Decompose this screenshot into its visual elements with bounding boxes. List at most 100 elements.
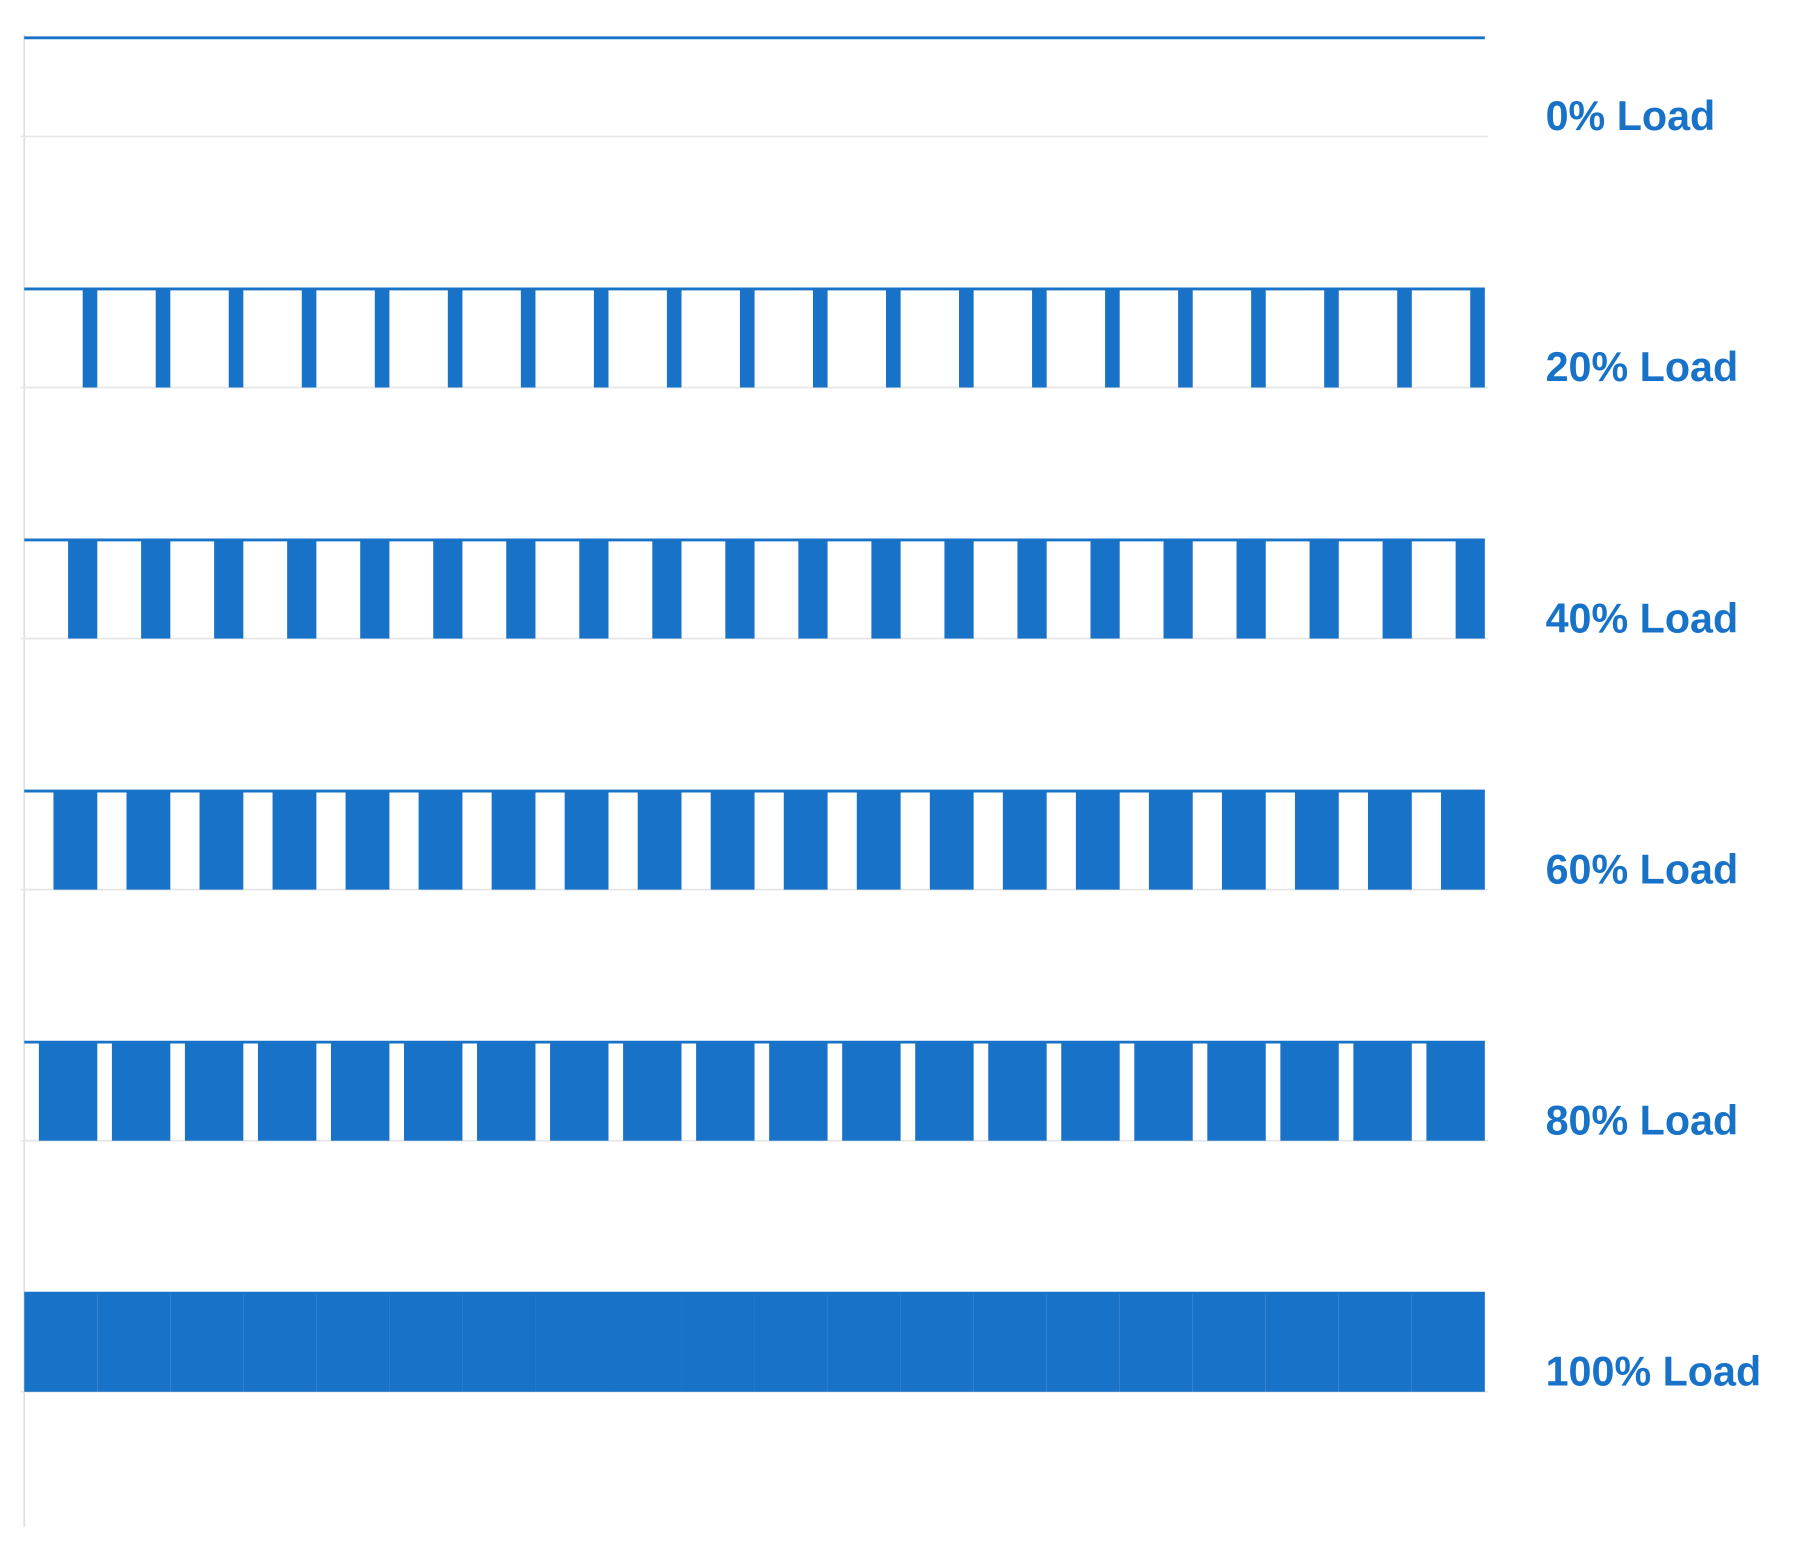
load-label: 100% Load	[1546, 1348, 1762, 1394]
pulse	[491, 791, 536, 890]
pulse	[68, 539, 98, 639]
pulse	[710, 791, 755, 890]
pulse	[666, 288, 682, 388]
pulse	[973, 1293, 1047, 1392]
pulse	[1090, 539, 1120, 639]
pulse	[1221, 791, 1266, 890]
pulse	[1265, 1293, 1339, 1392]
pulse	[1309, 539, 1339, 639]
pulse	[301, 288, 317, 388]
pulse	[418, 791, 463, 890]
pulse	[725, 539, 755, 639]
pulse	[374, 288, 390, 388]
pulse	[754, 1293, 828, 1392]
load-label: 80% Load	[1546, 1097, 1739, 1143]
pulse	[389, 1293, 463, 1392]
pulse	[739, 288, 755, 388]
pulse	[988, 1042, 1047, 1141]
pulse	[477, 1042, 536, 1141]
pulse	[1032, 288, 1047, 388]
pulse	[520, 288, 536, 388]
pulse	[199, 791, 244, 890]
pulse	[959, 288, 974, 388]
pulse	[769, 1042, 828, 1141]
pulse	[856, 791, 901, 890]
pulse	[287, 539, 317, 639]
pulse	[1367, 791, 1412, 890]
pulse	[345, 791, 390, 890]
pulse	[798, 539, 828, 639]
pulse	[1134, 1042, 1193, 1141]
pulse	[1353, 1042, 1412, 1141]
pulse	[24, 1293, 98, 1392]
pulse	[1251, 288, 1266, 388]
pulse	[535, 1293, 609, 1392]
pulse	[593, 288, 609, 388]
pulse	[871, 539, 901, 639]
pulse	[228, 288, 244, 388]
pulse	[842, 1042, 901, 1141]
pulse	[550, 1042, 609, 1141]
pulse	[944, 539, 974, 639]
pulse	[1207, 1042, 1266, 1141]
pulse	[38, 1042, 98, 1141]
pulse	[915, 1042, 974, 1141]
pulse	[579, 539, 609, 639]
pulse	[170, 1293, 244, 1392]
load-label: 20% Load	[1546, 344, 1739, 390]
pulse	[783, 791, 828, 890]
pulse	[330, 1042, 390, 1141]
pulse	[214, 539, 244, 639]
pulse	[1236, 539, 1266, 639]
pulse	[1411, 1293, 1485, 1392]
load-label: 0% Load	[1546, 93, 1716, 139]
pulse	[1178, 288, 1193, 388]
pulse	[1075, 791, 1120, 890]
pulse	[812, 288, 828, 388]
pulse	[1280, 1042, 1339, 1141]
pulse	[155, 288, 171, 388]
pulse	[1192, 1293, 1266, 1392]
pulse	[404, 1042, 463, 1141]
pulse	[316, 1293, 390, 1392]
pulse	[126, 791, 171, 890]
pulse	[243, 1293, 317, 1392]
pulse	[1324, 288, 1339, 388]
pulse	[1455, 539, 1485, 639]
pulse	[1046, 1293, 1120, 1392]
pulse	[506, 539, 536, 639]
pulse	[1382, 539, 1412, 639]
pulse	[1338, 1293, 1412, 1392]
pulse	[564, 791, 609, 890]
pulse	[82, 288, 98, 388]
pulse	[433, 539, 463, 639]
pulse	[141, 539, 171, 639]
pulse	[184, 1042, 244, 1141]
pulse	[1294, 791, 1339, 890]
pulse	[272, 791, 317, 890]
pulse	[652, 539, 682, 639]
pulse	[1105, 288, 1120, 388]
pulse	[637, 791, 682, 890]
pulse	[1163, 539, 1193, 639]
pulse	[447, 288, 463, 388]
pulse	[1148, 791, 1193, 890]
pulse	[97, 1293, 171, 1392]
pulse	[111, 1042, 171, 1141]
pulse	[681, 1293, 755, 1392]
pulse	[608, 1293, 682, 1392]
pulse	[257, 1042, 317, 1141]
pulse	[885, 288, 901, 388]
pulse	[1397, 288, 1412, 388]
pulse	[623, 1042, 682, 1141]
pulse	[1426, 1042, 1485, 1141]
pulse	[900, 1293, 974, 1392]
pulse	[1470, 288, 1485, 388]
pulse	[462, 1293, 536, 1392]
pulse	[53, 791, 98, 890]
pulse	[1061, 1042, 1120, 1141]
pulse	[360, 539, 390, 639]
pulse	[696, 1042, 755, 1141]
